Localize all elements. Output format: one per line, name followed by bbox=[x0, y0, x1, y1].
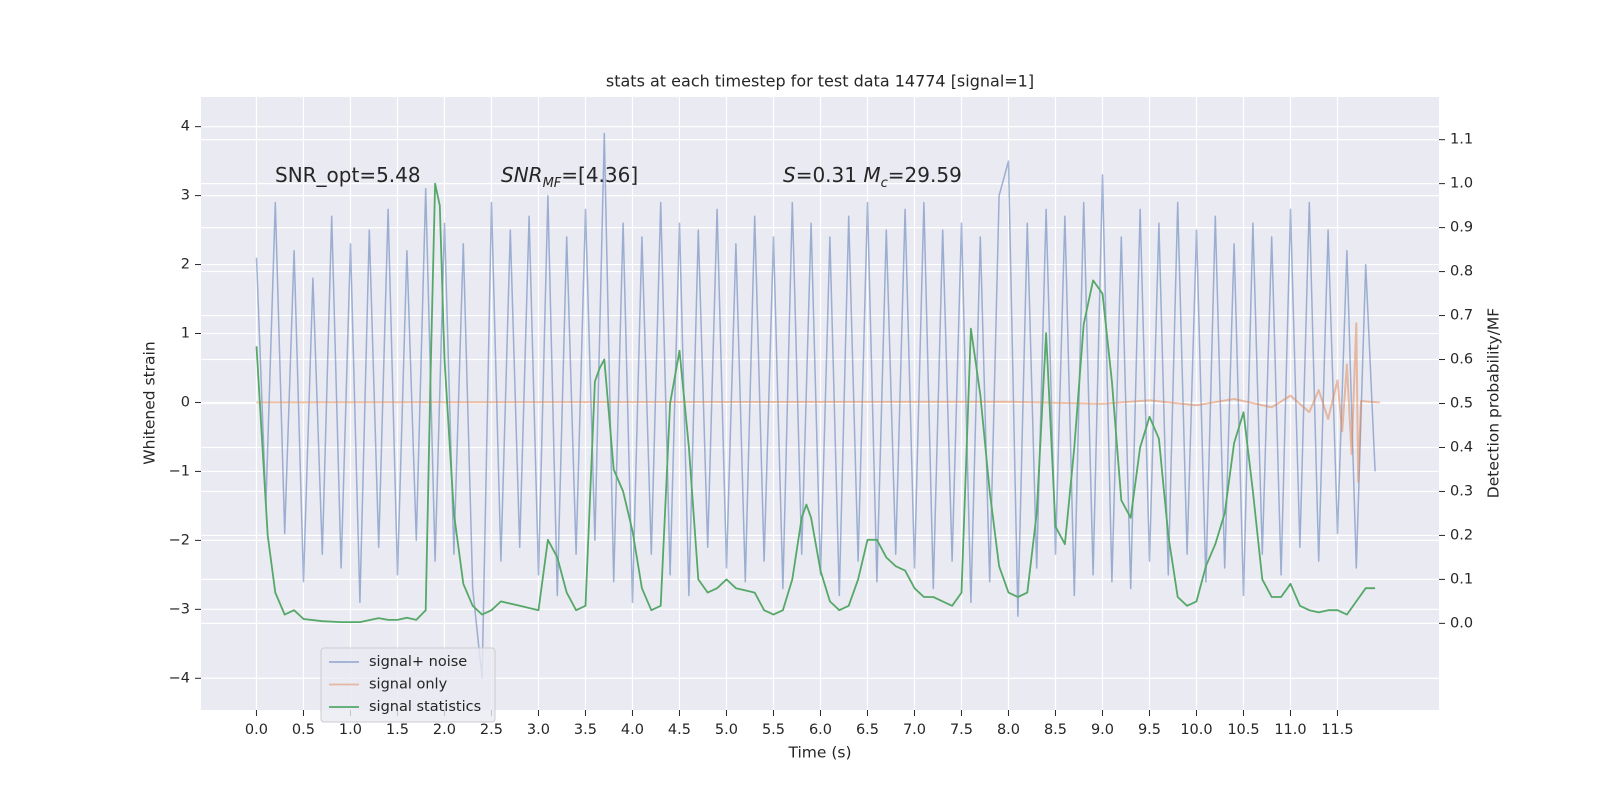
x-tick-label: 9.0 bbox=[1091, 722, 1114, 738]
annotation-part: c bbox=[881, 176, 888, 191]
y2-tick-label: 0.3 bbox=[1450, 483, 1473, 499]
y-tick-label: −1 bbox=[169, 463, 190, 479]
series-line bbox=[256, 322, 1380, 483]
y2-tick-label: 1.1 bbox=[1450, 132, 1473, 148]
x-tick-label: 6.0 bbox=[809, 722, 832, 738]
x-tick-label: 1.0 bbox=[339, 722, 362, 738]
y-tick-label: 0 bbox=[181, 394, 190, 410]
x-tick-label: 8.0 bbox=[997, 722, 1020, 738]
series-line bbox=[255, 182, 1376, 623]
y-tick-label: 2 bbox=[181, 257, 190, 273]
x-tick-label: 9.5 bbox=[1138, 722, 1161, 738]
y-tick-label: −2 bbox=[169, 532, 190, 548]
y-tick-label: 3 bbox=[181, 188, 190, 204]
y-axis-label: Whitened strain bbox=[141, 341, 159, 464]
y-tick-label: 1 bbox=[181, 326, 190, 342]
y2-axis-label: Detection probability/MF bbox=[1485, 308, 1503, 499]
x-tick-label: 6.5 bbox=[856, 722, 879, 738]
annotation-part: SNR bbox=[501, 163, 543, 187]
chart-title: stats at each timestep for test data 147… bbox=[606, 72, 1034, 91]
x-tick-label: 3.5 bbox=[574, 722, 597, 738]
annotation-part: MF bbox=[543, 176, 562, 191]
x-tick-label: 5.0 bbox=[715, 722, 738, 738]
x-tick-label: 11.5 bbox=[1321, 722, 1353, 738]
legend-label: signal+ noise bbox=[369, 654, 467, 670]
annotation-part: SNR_opt=5.48 bbox=[275, 163, 421, 187]
annotation: SNRMF=[4.36] bbox=[501, 163, 638, 192]
legend: signal+ noise signal only signal statistic… bbox=[320, 647, 496, 723]
x-tick-label: 10.0 bbox=[1180, 722, 1212, 738]
annotation-part: S bbox=[783, 163, 796, 187]
annotation: S=0.31 Mc=29.59 bbox=[783, 163, 962, 192]
x-tick-label: 10.5 bbox=[1227, 722, 1259, 738]
y-tick-label: 4 bbox=[181, 119, 190, 135]
x-axis-label: Time (s) bbox=[787, 744, 851, 762]
x-tick-label: 0.5 bbox=[292, 722, 315, 738]
legend-label: signal only bbox=[369, 677, 448, 693]
y2-tick-label: 0.5 bbox=[1450, 396, 1473, 412]
x-tick-label: 7.5 bbox=[950, 722, 973, 738]
x-tick-label: 1.5 bbox=[386, 722, 409, 738]
x-tick-label: 0.0 bbox=[245, 722, 268, 738]
y2-tick-label: 1.0 bbox=[1450, 176, 1473, 192]
annotation: SNR_opt=5.48 bbox=[275, 163, 421, 187]
x-tick-label: 2.0 bbox=[433, 722, 456, 738]
y2-tick-label: 0.6 bbox=[1450, 352, 1473, 368]
annotation-part: M bbox=[863, 163, 880, 187]
x-tick-label: 5.5 bbox=[762, 722, 785, 738]
annotation-part: =[4.36] bbox=[561, 163, 638, 187]
labels: 0.0 0.5 1.0 1.5 2.0 2.5 3.0 3.5 4.0 4.5 5.0 5.5 6.0 6… bbox=[169, 119, 1473, 738]
y2-tick-label: 0.1 bbox=[1450, 571, 1473, 587]
legend-box bbox=[320, 647, 496, 723]
y-tick-label: −4 bbox=[169, 670, 190, 686]
annotation-part: =29.59 bbox=[888, 163, 962, 187]
x-tick-label: 7.0 bbox=[903, 722, 926, 738]
x-tick-label: 8.5 bbox=[1044, 722, 1067, 738]
y2-tick-label: 0.4 bbox=[1450, 439, 1473, 455]
y-tick-label: −3 bbox=[169, 601, 190, 617]
y2-tick-label: 0.7 bbox=[1450, 308, 1473, 324]
x-tick-label: 3.0 bbox=[527, 722, 550, 738]
y2-tick-label: 0.0 bbox=[1450, 615, 1473, 631]
x-tick-label: 2.5 bbox=[480, 722, 503, 738]
y2-tick-label: 0.8 bbox=[1450, 264, 1473, 280]
x-tick-label: 4.0 bbox=[621, 722, 644, 738]
marks bbox=[255, 132, 1380, 680]
y2-tick-label: 0.2 bbox=[1450, 527, 1473, 543]
annotation-part: =0.31 bbox=[796, 163, 864, 187]
x-tick-label: 11.0 bbox=[1274, 722, 1306, 738]
legend-label: signal statistics bbox=[369, 699, 481, 715]
y2-tick-label: 0.9 bbox=[1450, 220, 1473, 236]
x-tick-label: 4.5 bbox=[668, 722, 691, 738]
